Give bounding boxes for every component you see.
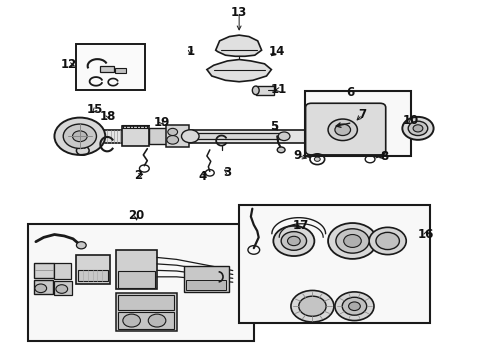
Circle shape <box>278 132 290 140</box>
Text: 10: 10 <box>403 114 419 127</box>
Text: 17: 17 <box>293 219 309 233</box>
Circle shape <box>181 130 199 143</box>
Circle shape <box>348 302 360 311</box>
Bar <box>118 271 155 288</box>
Circle shape <box>376 232 399 249</box>
Bar <box>184 266 229 292</box>
Polygon shape <box>207 59 271 82</box>
Bar <box>118 312 174 329</box>
Text: 4: 4 <box>199 170 207 183</box>
Circle shape <box>291 291 334 322</box>
Circle shape <box>328 223 377 259</box>
Bar <box>122 126 149 146</box>
Circle shape <box>54 118 105 155</box>
Bar <box>76 44 145 90</box>
Bar <box>84 130 401 143</box>
Circle shape <box>167 135 178 144</box>
Circle shape <box>335 292 374 320</box>
Bar <box>54 263 71 279</box>
Bar <box>189 134 284 139</box>
Bar <box>34 263 54 278</box>
Circle shape <box>288 236 300 246</box>
Circle shape <box>35 284 47 293</box>
Circle shape <box>402 117 434 140</box>
Circle shape <box>277 147 285 153</box>
Text: 15: 15 <box>87 103 103 116</box>
Bar <box>186 280 226 290</box>
Bar <box>76 255 110 284</box>
Circle shape <box>342 297 367 315</box>
Text: 13: 13 <box>231 6 247 19</box>
Bar <box>166 126 189 147</box>
Bar <box>239 205 430 323</box>
Circle shape <box>123 314 141 327</box>
Circle shape <box>63 124 97 148</box>
Circle shape <box>413 125 423 132</box>
Circle shape <box>281 231 307 250</box>
Text: 16: 16 <box>417 228 434 241</box>
Bar <box>256 86 274 95</box>
Circle shape <box>343 234 361 247</box>
Bar <box>149 129 168 144</box>
Circle shape <box>168 129 177 135</box>
Text: 12: 12 <box>61 58 77 71</box>
Circle shape <box>335 124 350 135</box>
Text: 2: 2 <box>134 169 143 182</box>
Bar <box>118 296 174 310</box>
Text: 6: 6 <box>346 86 354 99</box>
Bar <box>305 91 411 156</box>
Circle shape <box>315 157 320 161</box>
Text: 8: 8 <box>380 150 389 163</box>
Bar <box>34 280 53 294</box>
Text: 11: 11 <box>271 83 287 96</box>
Ellipse shape <box>252 86 259 95</box>
Bar <box>116 250 157 289</box>
Bar <box>54 281 72 295</box>
Bar <box>115 68 126 73</box>
Circle shape <box>76 242 86 249</box>
Bar <box>116 293 176 331</box>
Bar <box>78 270 108 281</box>
Text: 1: 1 <box>186 45 195 58</box>
Polygon shape <box>216 35 262 56</box>
Text: 5: 5 <box>270 121 278 134</box>
FancyBboxPatch shape <box>306 103 386 155</box>
Text: 7: 7 <box>358 108 367 121</box>
Bar <box>27 224 254 341</box>
Circle shape <box>408 121 428 135</box>
Circle shape <box>336 229 369 253</box>
Text: 3: 3 <box>223 166 231 179</box>
Text: 18: 18 <box>100 110 117 123</box>
Text: 9: 9 <box>294 149 302 162</box>
Text: 20: 20 <box>128 209 145 222</box>
Circle shape <box>73 131 87 141</box>
Circle shape <box>273 226 315 256</box>
Text: 19: 19 <box>154 116 170 129</box>
Bar <box>100 66 114 72</box>
Circle shape <box>369 227 406 255</box>
Text: 14: 14 <box>269 45 285 58</box>
Circle shape <box>328 119 357 140</box>
Circle shape <box>56 285 68 293</box>
Circle shape <box>299 296 326 316</box>
Circle shape <box>148 314 166 327</box>
